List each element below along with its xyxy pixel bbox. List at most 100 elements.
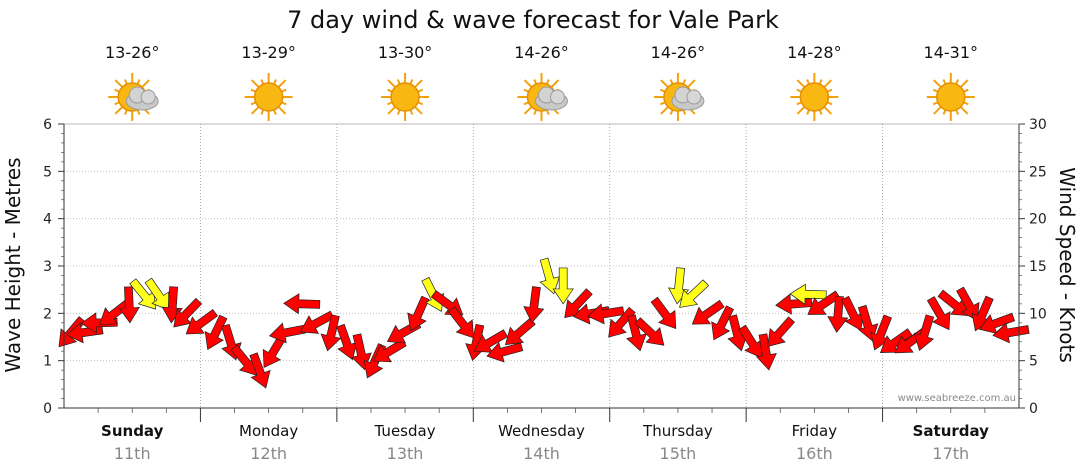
right-tick-label-0: 0 (1029, 401, 1038, 417)
sun-icon (244, 73, 293, 121)
sun-ray (660, 105, 670, 115)
wind-arrow (956, 286, 980, 322)
right-tick-label-30: 30 (1029, 117, 1047, 133)
sun-ray (549, 79, 560, 89)
day-date-label: 12th (250, 444, 287, 463)
sun-icon (926, 73, 975, 121)
sun-ray (114, 105, 124, 115)
sun-ray (114, 79, 124, 89)
left-tick-label-5: 5 (43, 164, 52, 180)
right-tick-label-15: 15 (1029, 259, 1047, 275)
right-axis-label: Wind Speed - Knots (1055, 167, 1079, 363)
wind-arrow (755, 333, 777, 371)
wind-arrow (486, 341, 524, 363)
left-tick-label-0: 0 (43, 401, 52, 417)
sun-icon (790, 73, 839, 121)
sun-ray (660, 79, 670, 89)
day-name-label: Friday (792, 422, 838, 440)
temperature-label: 14-26° (651, 43, 706, 62)
temperature-label: 13-26° (105, 43, 160, 62)
cloud-puff (550, 89, 565, 105)
wind-arrow (185, 309, 219, 335)
right-tick-label-20: 20 (1029, 212, 1047, 228)
wind-arrow (539, 257, 560, 295)
wind-arrow (421, 276, 445, 312)
sun-ray (796, 105, 806, 115)
sun-ray (796, 79, 806, 89)
day-date-label: 14th (523, 444, 560, 463)
chart-title: 7 day wind & wave forecast for Vale Park (287, 6, 779, 34)
sun-ray (413, 105, 423, 115)
watermark-text: www.seabreeze.com.au (898, 393, 1016, 404)
wind-arrow (407, 295, 430, 332)
left-tick-label-1: 1 (43, 354, 52, 370)
wind-arrow (926, 296, 951, 331)
day-name-label: Saturday (913, 422, 990, 440)
sun-ray (959, 105, 969, 115)
wind-arrow (80, 312, 118, 334)
wind-arrow (204, 314, 228, 350)
right-tick-label-5: 5 (1029, 354, 1038, 370)
temperature-label: 13-30° (378, 43, 433, 62)
wind-arrow (269, 322, 307, 344)
wind-arrow (775, 293, 813, 315)
temperature-label: 14-28° (787, 43, 842, 62)
header-layer: 13-26° 13-29° 13-30° 14-26° 14-26° 14-28° 14-3… (105, 43, 978, 121)
temperature-label: 14-26° (514, 43, 569, 62)
sun-cloud-icon (517, 73, 568, 121)
wind-arrow (523, 286, 545, 324)
sun-disc (253, 82, 284, 112)
sun-ray (822, 79, 833, 89)
day-date-label: 17th (932, 444, 969, 463)
sun-cloud-icon (653, 73, 705, 121)
sun-ray (250, 105, 261, 115)
grid-layer (63, 123, 1020, 409)
sun-ray (140, 79, 150, 89)
day-date-label: 16th (796, 444, 833, 463)
temperature-label: 14-31° (924, 43, 979, 62)
left-tick-label-3: 3 (43, 259, 52, 275)
wind-arrow (634, 317, 665, 346)
wind-arrow (447, 306, 474, 339)
cloud-puff (140, 89, 156, 105)
wind-arrow (626, 314, 647, 352)
sun-ray (933, 79, 943, 89)
sun-ray (250, 79, 261, 89)
sun-ray (523, 79, 534, 89)
sun-ray (822, 105, 833, 115)
wind-arrow (827, 295, 849, 333)
wind-arrow (249, 352, 271, 389)
day-date-label: 13th (387, 444, 424, 463)
sun-disc (936, 82, 966, 112)
cloud-icon (535, 86, 568, 111)
sun-ray (277, 79, 287, 89)
wind-arrow (650, 296, 677, 330)
sun-icon (381, 73, 430, 121)
sun-disc (799, 82, 830, 112)
sun-ray (686, 79, 696, 89)
cloud-icon (671, 86, 705, 111)
day-date-label: 11th (114, 444, 151, 463)
right-tick-label-25: 25 (1029, 164, 1047, 180)
left-axis-label: Wave Height - Metres (1, 157, 25, 372)
left-tick-label-2: 2 (43, 306, 52, 322)
left-tick-label-6: 6 (43, 117, 52, 133)
sun-cloud-icon (108, 73, 159, 121)
wind-arrow (320, 314, 342, 352)
sun-ray (387, 105, 397, 115)
sun-ray (959, 79, 969, 89)
day-name-label: Thursday (642, 422, 713, 440)
day-name-label: Sunday (101, 422, 164, 440)
day-name-label: Tuesday (374, 422, 436, 440)
cloud-icon (125, 86, 159, 111)
wind-arrow (679, 279, 710, 308)
wind-arrow (807, 290, 841, 315)
right-tick-label-10: 10 (1029, 306, 1047, 322)
day-name-label: Wednesday (498, 422, 585, 440)
sun-disc (390, 82, 420, 112)
wind-arrow (767, 316, 796, 347)
wind-arrow (857, 304, 879, 342)
wind-arrow (283, 293, 321, 315)
